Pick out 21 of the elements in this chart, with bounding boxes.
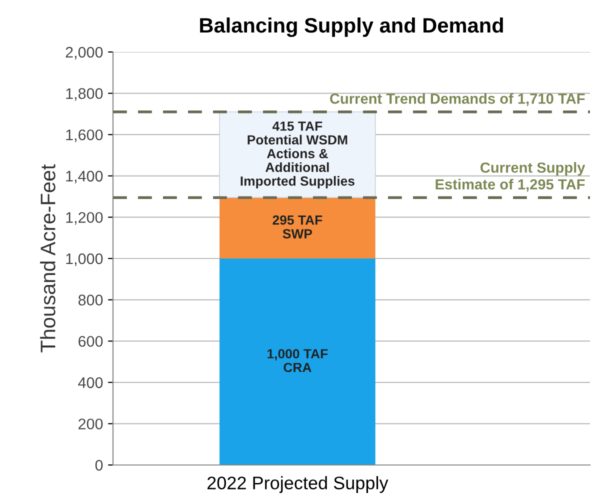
y-tick-label: 1,600 <box>66 129 103 142</box>
y-tick-label: 1,200 <box>66 212 103 225</box>
chart-title: Balancing Supply and Demand <box>200 17 503 37</box>
bar <box>220 198 376 258</box>
data-label: 415 TAF Potential WSDM Actions & Additional Imported Supplies <box>240 122 354 188</box>
y-tick-label: 0 <box>95 460 103 471</box>
data-label: 295 TAF SWP <box>272 215 322 238</box>
y-tick-label: 2,000 <box>66 46 103 60</box>
data-label: 1,000 TAF CRA <box>268 349 328 372</box>
y-tick-label: 1,400 <box>66 170 103 184</box>
y-tick-label: 1,800 <box>66 88 103 101</box>
ref-line-label: Current Trend Demands of 1,710 TAF <box>330 93 585 106</box>
y-tick-label: 400 <box>78 377 103 388</box>
y-tick-label: 1,000 <box>66 253 103 266</box>
y-tick-label: 600 <box>78 336 103 347</box>
y-axis-title: Thousand Acre-Feet <box>40 164 56 352</box>
bar <box>220 258 376 465</box>
y-tick-label: 200 <box>78 418 103 430</box>
x-tick-label: 2022 Projected Supply <box>208 476 388 493</box>
ref-line-label: Current Supply Estimate of 1,295 TAF <box>436 162 586 192</box>
y-tick-label: 800 <box>78 294 103 306</box>
